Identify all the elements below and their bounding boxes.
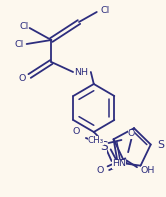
- Text: Cl: Cl: [100, 6, 109, 15]
- Text: S: S: [158, 139, 165, 150]
- Text: CH₃: CH₃: [87, 136, 104, 145]
- Text: O: O: [18, 73, 25, 83]
- Text: OH: OH: [141, 166, 155, 175]
- Text: S: S: [100, 139, 107, 152]
- Text: O: O: [72, 127, 80, 137]
- Text: O: O: [128, 129, 135, 138]
- Text: Cl: Cl: [14, 40, 23, 48]
- Text: NH: NH: [74, 68, 88, 76]
- Text: HN: HN: [112, 160, 126, 168]
- Text: O: O: [97, 166, 104, 175]
- Text: Cl: Cl: [19, 21, 28, 31]
